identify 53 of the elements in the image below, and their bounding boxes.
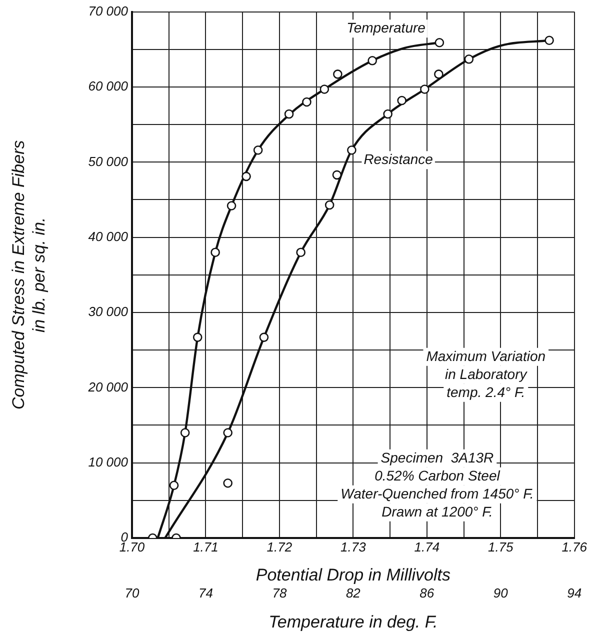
x2-tick-label: 74: [198, 585, 213, 600]
point: [544, 36, 554, 46]
point: [332, 170, 342, 180]
x-tick-label: 1.72: [266, 539, 293, 554]
y-axis-title: Computed Stress in Extreme Fibers in lb. per sq. in.: [8, 140, 48, 410]
point: [284, 109, 294, 119]
x-tick-label: 1.73: [340, 539, 367, 554]
point: [434, 38, 444, 48]
point: [347, 145, 356, 155]
point: [169, 480, 179, 490]
x2-tick-label: 90: [493, 585, 509, 600]
point: [259, 332, 269, 342]
x-tick-label: 1.74: [414, 539, 440, 554]
x-tick-label: 1.76: [562, 539, 588, 554]
x2-tick-label: 94: [567, 585, 582, 600]
point: [324, 200, 334, 210]
y-tick-label: 40 000: [88, 228, 129, 244]
x2-tick-label: 82: [346, 585, 362, 600]
x2-tick-label: 78: [272, 585, 288, 600]
series-label: Temperature: [346, 20, 426, 36]
x-axis-title: Potential Drop in Millivolts: [256, 566, 451, 585]
point: [296, 248, 306, 257]
point: [333, 70, 342, 79]
point: [368, 56, 377, 66]
point: [420, 84, 430, 94]
point: [226, 201, 236, 210]
x2-tick-label: 70: [124, 585, 140, 600]
point: [210, 248, 220, 257]
x-tick-label: 1.75: [488, 539, 514, 554]
x-tick-label: 1.71: [193, 539, 218, 554]
y-tick-label: 20 000: [87, 379, 129, 394]
point: [397, 96, 406, 106]
point: [464, 54, 474, 64]
y-tick-label: 10 000: [88, 454, 129, 470]
point: [180, 428, 190, 438]
point: [302, 97, 312, 107]
point: [383, 109, 392, 119]
point: [320, 84, 330, 94]
point: [223, 478, 232, 488]
x2-tick-label: 86: [420, 585, 435, 600]
y-tick-label: 60 000: [88, 78, 129, 94]
point: [223, 428, 232, 438]
point: [192, 332, 202, 342]
y-tick-label: 70 000: [88, 3, 129, 18]
x2-axis-title: Temperature in deg. F.: [268, 612, 438, 632]
y-tick-label: 50 000: [88, 154, 129, 169]
annotation: Specimen 3A13R 0.52% Carbon Steel Water-Quenched from 1450° F. Drawn at 1200° F.: [340, 449, 534, 520]
annotation: Maximum Variation in Laboratory temp. 2.4° F.: [426, 348, 546, 400]
point: [253, 145, 263, 155]
y-tick-label: 30 000: [88, 304, 129, 320]
point: [434, 70, 444, 79]
point: [242, 172, 251, 182]
series-label: Resistance: [364, 151, 434, 168]
